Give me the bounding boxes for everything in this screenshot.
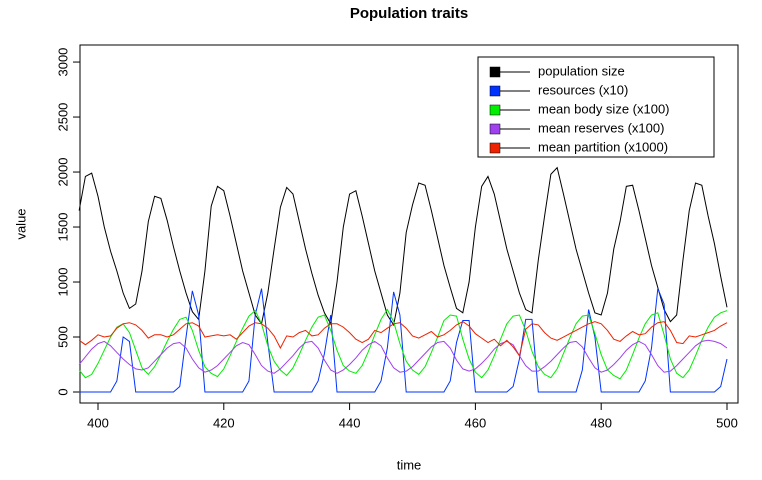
- legend-swatch: [489, 85, 501, 97]
- legend-swatch: [489, 66, 501, 78]
- x-tick-label: 460: [465, 415, 487, 430]
- y-tick-label: 500: [55, 326, 70, 348]
- x-tick-label: 420: [213, 415, 235, 430]
- legend-swatch: [489, 104, 501, 116]
- x-axis-label: time: [397, 457, 422, 472]
- legend-box: [477, 56, 715, 158]
- line-series: [78, 308, 728, 380]
- line-series: [79, 288, 728, 393]
- y-tick-label: 1000: [55, 268, 70, 297]
- y-tick-label: 3000: [55, 48, 70, 77]
- legend-label: mean body size (x100): [538, 101, 670, 116]
- y-tick-label: 2000: [55, 158, 70, 187]
- legend-swatch: [489, 123, 501, 135]
- x-tick-label: 500: [716, 415, 738, 430]
- plot-frame: [79, 44, 739, 404]
- x-tick-label: 440: [339, 415, 361, 430]
- y-tick-label: 0: [55, 388, 70, 395]
- legend-label: mean reserves (x100): [538, 120, 664, 135]
- y-axis-label: value: [13, 208, 28, 239]
- y-tick-label: 2500: [55, 103, 70, 132]
- legend-label: mean partition (x1000): [538, 139, 668, 154]
- legend-label: population size: [538, 63, 625, 78]
- x-tick-label: 400: [87, 415, 109, 430]
- line-series: [78, 339, 728, 374]
- chart-title: Population traits: [350, 5, 468, 22]
- legend-swatch: [489, 142, 501, 154]
- x-tick-label: 480: [590, 415, 612, 430]
- y-tick-label: 1500: [55, 213, 70, 242]
- line-series: [78, 321, 728, 357]
- legend-label: resources (x10): [538, 82, 628, 97]
- line-series: [78, 166, 728, 327]
